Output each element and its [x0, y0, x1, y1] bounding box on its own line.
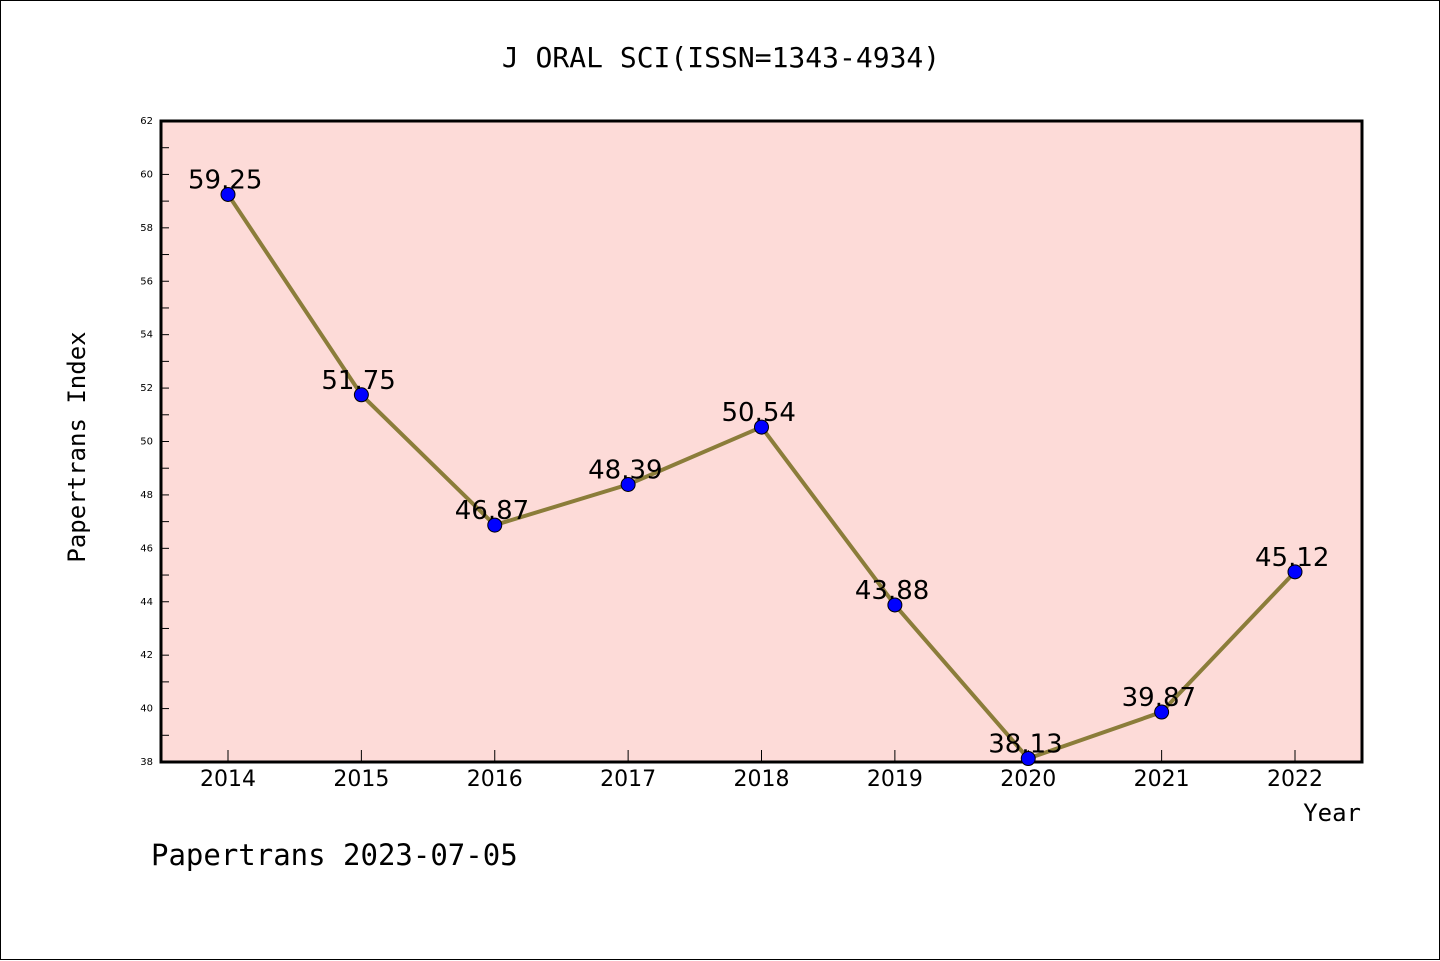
x-tick-label: 2016 [467, 767, 523, 792]
y-tick-label: 60 [140, 169, 153, 180]
x-axis: 2014 2015 2016 2017 2018 2019 2020 2021 2022 [200, 750, 1323, 792]
y-tick-label: 50 [140, 437, 153, 448]
x-tick-label: 2014 [200, 767, 256, 792]
data-point [353, 387, 369, 403]
x-tick-label: 2020 [1000, 767, 1056, 792]
data-label: 50.54 [722, 398, 796, 428]
y-tick-label: 46 [140, 543, 153, 554]
y-tick-label: 38 [140, 757, 153, 768]
y-tick-label: 62 [140, 116, 153, 127]
data-label: 39.87 [1122, 683, 1196, 713]
data-point [887, 597, 903, 613]
data-point [1287, 564, 1303, 580]
y-tick-label: 58 [140, 223, 153, 234]
plot-area [159, 119, 1364, 764]
data-label: 46.87 [455, 496, 529, 526]
x-tick-label: 2015 [333, 767, 389, 792]
y-tick-label: 54 [140, 330, 153, 341]
data-point [487, 517, 503, 533]
data-labels: 59.25 51.75 46.87 48.39 50.54 43.88 38.13 39.87… [188, 165, 1329, 759]
data-label: 59.25 [188, 165, 262, 195]
data-point [1154, 704, 1170, 720]
chart-title: J ORAL SCI(ISSN=1343-4934) [502, 41, 940, 74]
y-axis: 38 40 42 44 46 48 50 52 54 56 58 60 62 [140, 116, 169, 768]
y-tick-label: 42 [140, 650, 153, 661]
y-axis-label: Papertrans Index [63, 331, 91, 562]
y-tick-label: 56 [140, 276, 153, 287]
data-label: 43.88 [855, 576, 929, 606]
y-tick-label: 44 [140, 597, 153, 608]
data-point [620, 477, 636, 493]
x-tick-label: 2018 [734, 767, 790, 792]
data-point [220, 186, 236, 202]
y-tick-label: 40 [140, 704, 153, 715]
data-label: 51.75 [321, 366, 395, 396]
footer-text: Papertrans 2023-07-05 [151, 838, 518, 872]
y-tick-label: 52 [140, 383, 153, 394]
data-points [220, 186, 1303, 767]
x-axis-label: Year [1303, 799, 1361, 827]
y-tick-label: 48 [140, 490, 153, 501]
data-label: 38.13 [988, 730, 1062, 760]
data-point [754, 419, 769, 435]
x-tick-label: 2019 [867, 767, 923, 792]
data-point [1020, 751, 1036, 767]
data-label: 48.39 [588, 456, 662, 486]
x-tick-label: 2021 [1134, 767, 1190, 792]
data-label: 45.12 [1255, 543, 1329, 573]
x-tick-label: 2017 [600, 767, 656, 792]
x-tick-label: 2022 [1267, 767, 1323, 792]
